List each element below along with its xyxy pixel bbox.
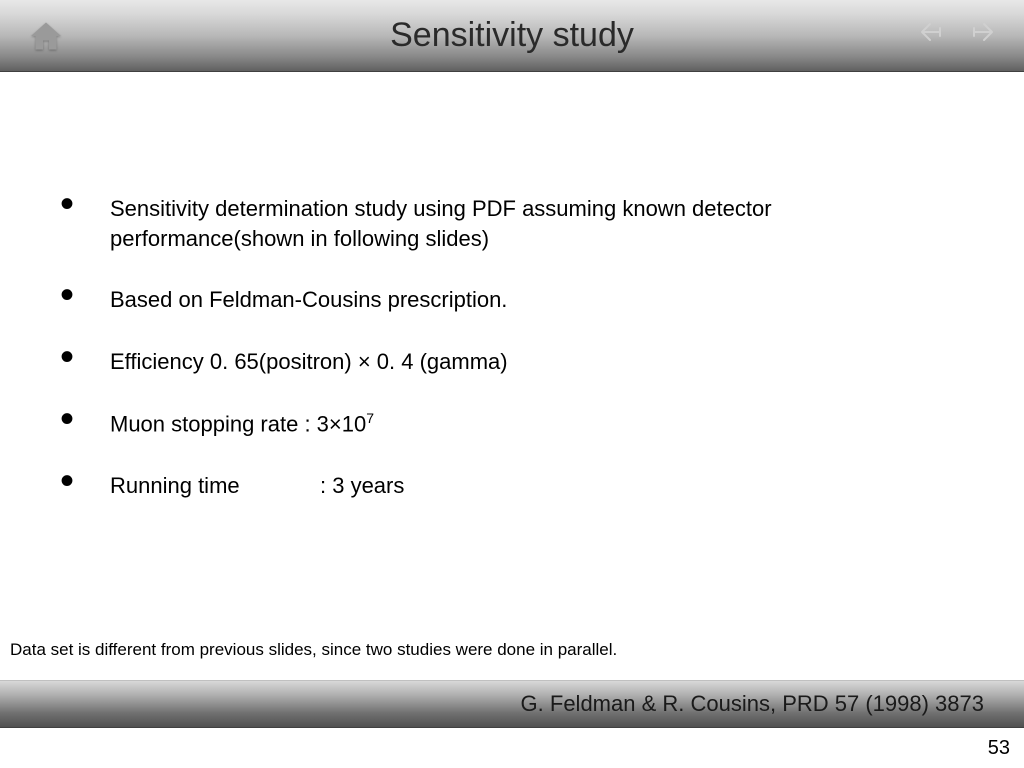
bullet-dot-icon: •: [60, 469, 80, 493]
bullet-text: Based on Feldman-Cousins prescription.: [110, 283, 507, 315]
prev-arrow-icon[interactable]: [920, 20, 948, 44]
citation-text: G. Feldman & R. Cousins, PRD 57 (1998) 3…: [521, 691, 984, 717]
bullet-dot-icon: •: [60, 192, 80, 216]
list-item: • Sensitivity determination study using …: [60, 192, 964, 253]
list-item: • Based on Feldman-Cousins prescription.: [60, 283, 964, 315]
running-time-label: Running time: [110, 471, 320, 501]
bullet-text: Efficiency 0. 65(positron) × 0. 4 (gamma…: [110, 345, 508, 377]
muon-superscript: 7: [366, 410, 374, 426]
bullet-list: • Sensitivity determination study using …: [60, 192, 964, 500]
muon-prefix: Muon stopping rate : 3×10: [110, 411, 366, 436]
list-item: • Running time: 3 years: [60, 469, 964, 501]
footer-bar: G. Feldman & R. Cousins, PRD 57 (1998) 3…: [0, 680, 1024, 728]
home-icon[interactable]: [28, 18, 64, 54]
slide-title: Sensitivity study: [0, 16, 1024, 55]
bullet-dot-icon: •: [60, 283, 80, 307]
bullet-text: Running time: 3 years: [110, 469, 404, 501]
list-item: • Efficiency 0. 65(positron) × 0. 4 (gam…: [60, 345, 964, 377]
nav-arrows: [920, 20, 994, 44]
content-area: • Sensitivity determination study using …: [0, 72, 1024, 500]
page-number: 53: [988, 737, 1010, 760]
bullet-text: Sensitivity determination study using PD…: [110, 192, 964, 253]
bullet-dot-icon: •: [60, 407, 80, 431]
header-bar: Sensitivity study: [0, 0, 1024, 72]
running-time-value: : 3 years: [320, 473, 404, 498]
bullet-dot-icon: •: [60, 345, 80, 369]
list-item: • Muon stopping rate : 3×107: [60, 407, 964, 439]
footnote-text: Data set is different from previous slid…: [10, 640, 617, 660]
next-arrow-icon[interactable]: [966, 20, 994, 44]
bullet-text: Muon stopping rate : 3×107: [110, 407, 374, 439]
